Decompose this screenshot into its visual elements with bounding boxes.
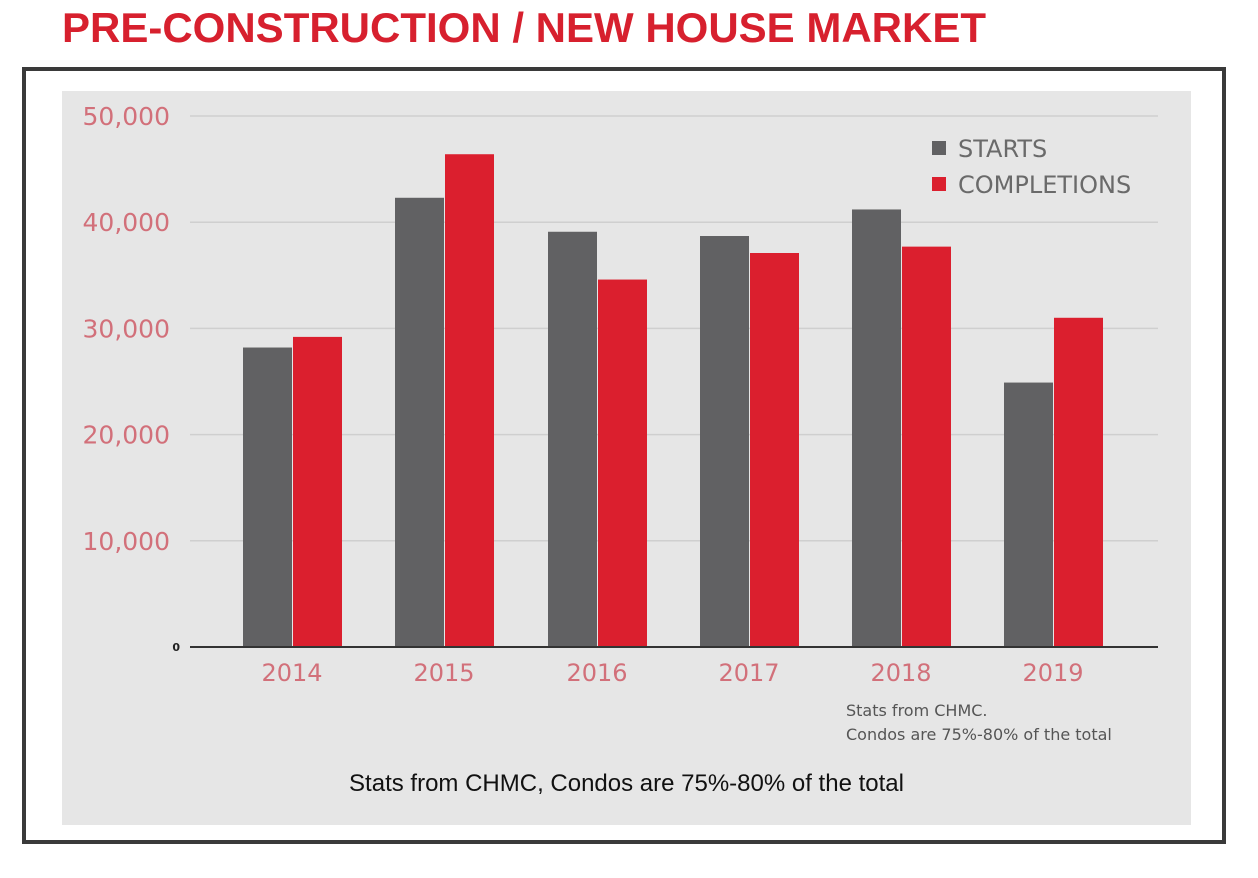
legend-label-completions: COMPLETIONS [958, 171, 1131, 199]
x-tick-label: 2016 [566, 659, 627, 687]
bar-starts-2015 [395, 197, 444, 648]
chart-annotation: Condos are 75%-80% of the total [846, 725, 1112, 744]
bar-starts-2019 [1004, 382, 1053, 647]
x-tick-label: 2014 [261, 659, 322, 687]
bar-starts-2018 [852, 209, 901, 647]
bar-completions-2016 [598, 279, 647, 647]
chart-caption: Stats from CHMC, Condos are 75%-80% of t… [349, 770, 904, 797]
y-tick-label: 50,000 [83, 102, 170, 131]
page-title: PRE-CONSTRUCTION / NEW HOUSE MARKET [62, 4, 986, 51]
y-tick-label: 30,000 [83, 314, 170, 343]
x-tick-label: 2017 [718, 659, 779, 687]
x-tick-label: 2019 [1022, 659, 1083, 687]
bar-starts-2014 [243, 347, 292, 647]
bar-completions-2019 [1054, 317, 1103, 647]
y-tick-label: 10,000 [83, 527, 170, 556]
legend-swatch-completions [932, 177, 946, 191]
bar-completions-2018 [902, 246, 951, 647]
y-tick-label: 0 [172, 641, 180, 654]
y-tick-label: 40,000 [83, 208, 170, 237]
bar-completions-2017 [750, 252, 799, 648]
x-tick-label: 2018 [870, 659, 931, 687]
bar-completions-2014 [293, 336, 342, 647]
bar-starts-2016 [548, 231, 597, 647]
bar-completions-2015 [445, 154, 494, 647]
legend-label-starts: STARTS [958, 135, 1047, 163]
legend-swatch-starts [932, 141, 946, 155]
x-tick-label: 2015 [413, 659, 474, 687]
chart-annotation: Stats from CHMC. [846, 701, 988, 720]
y-tick-label: 20,000 [83, 421, 170, 450]
bar-starts-2017 [700, 236, 749, 648]
